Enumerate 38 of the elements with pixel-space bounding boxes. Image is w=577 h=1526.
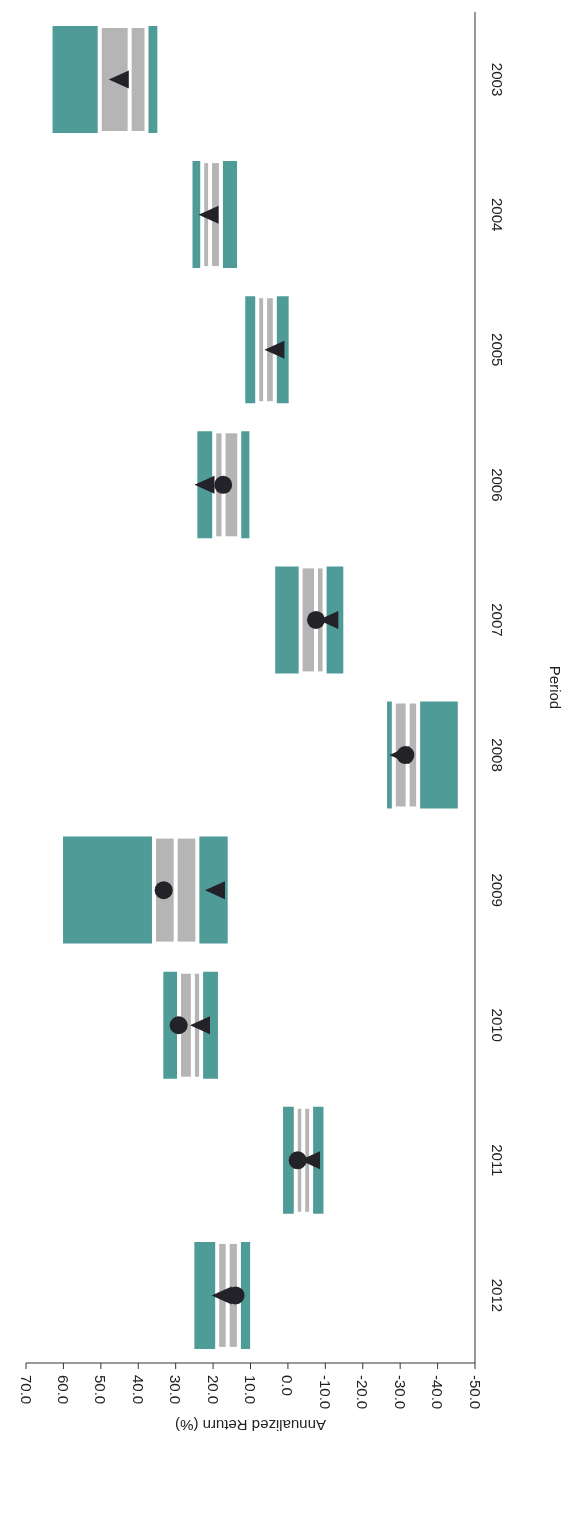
point <box>288 1151 307 1170</box>
point <box>154 881 173 900</box>
x-tick-label: -40.0 <box>429 1375 447 1410</box>
x-tick-label: 20.0 <box>204 1375 222 1405</box>
y-tick-label: 2011 <box>489 1144 506 1177</box>
x-tick-label: -20.0 <box>354 1375 372 1410</box>
y-tick-label: 2006 <box>489 468 506 502</box>
point <box>214 475 233 494</box>
point <box>198 205 219 224</box>
point <box>264 340 285 359</box>
x-tick-label: 50.0 <box>92 1375 110 1405</box>
y-tick-label: 2010 <box>489 1008 506 1042</box>
point <box>189 1016 210 1035</box>
y-tick-label: 2008 <box>489 738 506 772</box>
point <box>108 70 129 89</box>
y-tick-label: 2005 <box>489 333 506 367</box>
y-tick-label: 2009 <box>489 873 506 907</box>
y-tick-label: 2004 <box>489 197 506 232</box>
y-axis-title: Period <box>546 665 564 710</box>
x-tick-label: -10.0 <box>316 1375 334 1410</box>
x-axis-title: Annualized Return (%) <box>174 1417 327 1434</box>
point <box>306 610 325 629</box>
point <box>389 746 410 765</box>
point <box>194 475 215 494</box>
x-tick-label: 10.0 <box>242 1375 259 1405</box>
x-tick-label: 60.0 <box>54 1375 72 1405</box>
x-tick-label: 30.0 <box>167 1375 185 1405</box>
y-tick-label: 2012 <box>489 1278 506 1313</box>
x-tick-label: 0.0 <box>279 1375 297 1396</box>
x-tick-label: 70.0 <box>17 1375 35 1405</box>
x-tick-label: 40.0 <box>129 1375 147 1405</box>
y-tick-label: 2003 <box>489 62 506 97</box>
point <box>204 881 225 900</box>
x-tick-label: -30.0 <box>391 1375 409 1410</box>
point <box>211 1286 232 1305</box>
y-tick-label: 2007 <box>489 603 506 637</box>
point <box>169 1016 188 1035</box>
x-tick-label: -50.0 <box>466 1375 484 1410</box>
